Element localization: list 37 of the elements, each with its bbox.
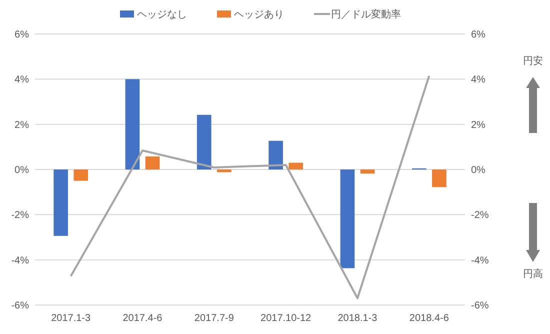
y-tick-label: -6% [11,300,30,312]
y-tick-label: 6% [14,30,30,40]
bar [268,140,283,170]
y2-tick-label: -4% [471,255,489,266]
text: 円安 [523,55,543,67]
y-tick-label: -4% [11,255,30,266]
bar [196,114,212,170]
bar [54,170,68,236]
bar [432,170,446,188]
x-tick-label: 2017.4-6 [122,313,163,324]
y-tick-label: 2% [14,120,30,131]
y2-tick-label: -2% [471,210,489,222]
bar [360,170,375,174]
bar [288,162,304,170]
x-tick-label: 2018.4-6 [409,313,450,324]
x-tick-label: 2017.7-9 [194,313,234,324]
x-tick-label: 2017.1-3 [51,313,92,324]
bar [125,79,140,170]
y-tick-label: 0% [14,165,30,176]
y2-tick-label: 2% [471,120,486,131]
legend-label: ヘッジあり [234,10,284,20]
line-series [70,74,430,300]
x-tick-label: 2018.1-3 [338,313,378,324]
y2-tick-label: 0% [471,165,486,176]
x-tick-label: 2017.10-12 [260,313,312,324]
y-tick-label: -2% [11,210,30,222]
y2-tick-label: 4% [471,74,486,86]
bar [340,170,355,268]
text: 円高 [523,268,543,280]
bar [145,156,160,170]
y-tick-label: 4% [14,74,30,86]
bar [217,170,232,172]
legend-label: 円／ドル変動率 [331,8,401,20]
bar [74,170,88,181]
y2-tick-label: -6% [471,300,489,312]
y2-tick-label: 6% [471,30,486,40]
legend-label: ヘッジなし [137,10,187,20]
